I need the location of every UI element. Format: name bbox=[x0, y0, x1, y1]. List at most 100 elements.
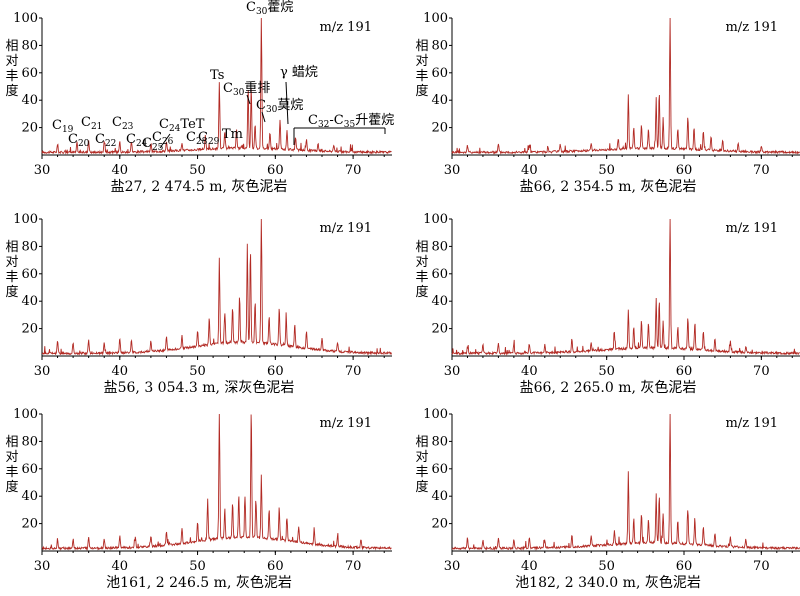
y-tick-label: 100 bbox=[13, 212, 38, 227]
y-tick-label: 80 bbox=[431, 239, 448, 254]
y-tick-label: 20 bbox=[431, 322, 448, 337]
mz-label: m/z 191 bbox=[725, 416, 778, 431]
label-c20: C20 bbox=[68, 132, 90, 149]
x-tick-label: 70 bbox=[753, 163, 770, 178]
x-tick-label: 70 bbox=[753, 364, 770, 379]
x-tick-label: 30 bbox=[34, 364, 51, 379]
sample-caption: 池182, 2 340.0 m, 灰色泥岩 bbox=[515, 574, 701, 591]
y-tick-label: 60 bbox=[431, 462, 448, 477]
label-c21: C21 bbox=[81, 115, 102, 132]
y-tick-label: 60 bbox=[21, 66, 38, 81]
x-tick-label: 40 bbox=[521, 559, 538, 574]
label-homohopanes: C32-C35升藿烷 bbox=[308, 113, 394, 130]
x-tick-label: 30 bbox=[34, 559, 51, 574]
label-c24: C24 bbox=[126, 132, 148, 149]
y-axis-label-char: 丰 bbox=[5, 270, 18, 285]
y-tick-label: 20 bbox=[21, 322, 38, 337]
y-axis-label-char: 丰 bbox=[415, 270, 428, 285]
y-tick-label: 60 bbox=[21, 462, 38, 477]
y-axis-label-char: 对 bbox=[5, 450, 18, 465]
y-tick-label: 20 bbox=[431, 121, 448, 136]
chromatogram-trace bbox=[41, 218, 392, 356]
label-c30-moretane: C30莫烷 bbox=[256, 98, 303, 115]
label-tm: Tm bbox=[222, 127, 243, 142]
y-tick-label: 100 bbox=[423, 11, 448, 26]
sample-caption: 盐66, 2 265.0 m, 灰色泥岩 bbox=[520, 379, 697, 396]
y-axis-label-char: 度 bbox=[5, 83, 18, 99]
y-tick-label: 20 bbox=[21, 121, 38, 136]
x-tick-label: 60 bbox=[267, 163, 284, 178]
label-c30-rearranged: C30重排 bbox=[223, 80, 270, 98]
y-axis-label-char: 丰 bbox=[5, 465, 18, 480]
mz-label: m/z 191 bbox=[725, 20, 778, 35]
y-tick-label: 100 bbox=[13, 11, 38, 26]
sample-caption: 池161, 2 246.5 m, 灰色泥岩 bbox=[106, 574, 292, 591]
y-axis-label-char: 度 bbox=[415, 83, 428, 99]
y-tick-label: 40 bbox=[21, 294, 38, 309]
y-tick-label: 60 bbox=[431, 66, 448, 81]
y-tick-label: 40 bbox=[21, 489, 38, 504]
x-tick-label: 50 bbox=[189, 559, 206, 574]
y-tick-label: 80 bbox=[431, 38, 448, 53]
y-tick-label: 40 bbox=[21, 93, 38, 108]
y-axis-label-char: 度 bbox=[415, 284, 428, 300]
mz-label: m/z 191 bbox=[319, 221, 372, 236]
label-c28: C28 bbox=[186, 130, 208, 147]
chromatogram-trace bbox=[41, 413, 392, 551]
leader-gammacerane bbox=[285, 81, 289, 125]
y-axis-label-char: 对 bbox=[415, 255, 428, 270]
x-tick-label: 70 bbox=[345, 364, 362, 379]
leader-c30-moretane bbox=[261, 111, 266, 123]
y-axis-label-char: 对 bbox=[5, 255, 18, 270]
x-tick-label: 40 bbox=[112, 163, 129, 178]
sample-caption: 盐56, 3 054.3 m, 深灰色泥岩 bbox=[104, 379, 295, 396]
y-tick-label: 60 bbox=[21, 267, 38, 282]
y-tick-label: 60 bbox=[431, 267, 448, 282]
y-tick-label: 40 bbox=[431, 294, 448, 309]
y-tick-label: 100 bbox=[423, 212, 448, 227]
x-tick-label: 50 bbox=[598, 559, 615, 574]
y-axis-label-char: 度 bbox=[5, 479, 18, 495]
y-tick-label: 80 bbox=[431, 434, 448, 449]
label-ts: Ts bbox=[210, 68, 224, 83]
y-axis-label-char: 对 bbox=[415, 54, 428, 69]
x-tick-label: 30 bbox=[444, 364, 461, 379]
x-tick-label: 60 bbox=[267, 364, 284, 379]
label-c23: C23 bbox=[112, 115, 134, 132]
x-tick-label: 30 bbox=[34, 163, 51, 178]
label-c29: C29 bbox=[198, 130, 220, 147]
sample-caption: 盐27, 2 474.5 m, 灰色泥岩 bbox=[111, 178, 288, 195]
chromatogram-trace bbox=[41, 17, 392, 155]
y-tick-label: 80 bbox=[21, 434, 38, 449]
y-axis-label-char: 丰 bbox=[415, 465, 428, 480]
x-tick-label: 50 bbox=[189, 163, 206, 178]
mz-label: m/z 191 bbox=[725, 221, 778, 236]
mz-label: m/z 191 bbox=[319, 20, 372, 35]
y-axis-label-char: 对 bbox=[5, 54, 18, 69]
y-axis-label-char: 度 bbox=[5, 284, 18, 300]
x-tick-label: 70 bbox=[345, 163, 362, 178]
x-tick-label: 70 bbox=[345, 559, 362, 574]
y-axis-label-char: 相 bbox=[415, 240, 428, 255]
y-axis-label-char: 对 bbox=[415, 450, 428, 465]
y-axis-label-char: 相 bbox=[415, 39, 428, 54]
x-tick-label: 30 bbox=[444, 163, 461, 178]
y-tick-label: 80 bbox=[21, 239, 38, 254]
y-tick-label: 20 bbox=[21, 517, 38, 532]
y-tick-label: 40 bbox=[431, 489, 448, 504]
sample-caption: 盐66, 2 354.5 m, 灰色泥岩 bbox=[520, 178, 697, 195]
y-tick-label: 40 bbox=[431, 93, 448, 108]
y-axis-label-char: 丰 bbox=[415, 69, 428, 84]
x-tick-label: 70 bbox=[753, 559, 770, 574]
chromatogram-trace bbox=[451, 17, 800, 155]
label-c30-hopane: C30藿烷 bbox=[246, 0, 293, 17]
x-tick-label: 50 bbox=[598, 364, 615, 379]
x-tick-label: 50 bbox=[189, 364, 206, 379]
